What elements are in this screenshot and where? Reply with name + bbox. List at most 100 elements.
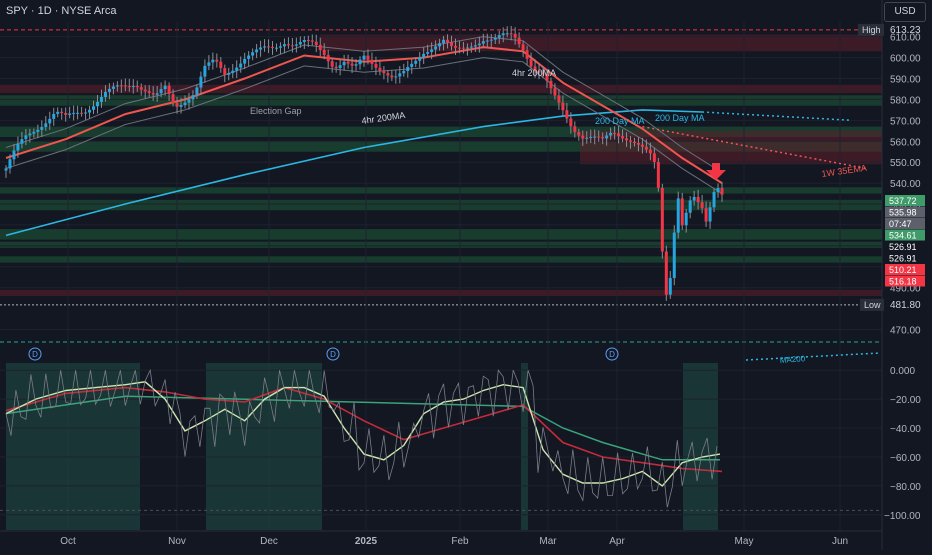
- dividend-marker-icon[interactable]: [605, 347, 619, 361]
- candle-body: [310, 40, 314, 42]
- candle-body: [625, 138, 629, 141]
- zone-green: [0, 256, 882, 263]
- zone-green: [0, 199, 882, 211]
- candle-body: [151, 93, 155, 95]
- candle-body: [127, 86, 131, 88]
- candle-body: [271, 46, 275, 48]
- candle-body: [44, 123, 48, 128]
- candle-body: [577, 132, 581, 136]
- candle-body: [259, 47, 263, 50]
- candle-body: [493, 37, 497, 40]
- candle-body: [680, 198, 684, 226]
- candle-body: [378, 67, 382, 71]
- candle-body: [414, 60, 418, 64]
- candle-body: [211, 59, 215, 63]
- candle-body: [103, 91, 107, 98]
- price-tag-box: [885, 241, 925, 252]
- candle-body: [111, 86, 115, 89]
- candle-body: [370, 59, 374, 64]
- candle-body: [406, 66, 410, 71]
- candle-body: [573, 126, 577, 133]
- candle-body: [183, 102, 187, 106]
- dividend-marker-icon[interactable]: [326, 347, 340, 361]
- election-gap-label: Election Gap: [250, 106, 302, 116]
- candle-body: [593, 136, 597, 138]
- candle-body: [48, 118, 52, 124]
- high-value: 613.23: [890, 25, 921, 36]
- candle-body: [434, 46, 438, 50]
- candle-body: [656, 162, 660, 188]
- candle-body: [171, 94, 175, 104]
- currency-button[interactable]: USD: [884, 2, 926, 22]
- candle-body: [219, 61, 223, 69]
- osc-tick: −40.00: [890, 424, 921, 435]
- zone-red: [0, 289, 882, 297]
- candle-body: [652, 153, 656, 163]
- candle-body: [227, 73, 231, 75]
- candle-body: [716, 188, 720, 192]
- candle-body: [8, 159, 12, 169]
- price-tick: 570.00: [890, 116, 921, 127]
- candle-body: [489, 39, 493, 41]
- candle-body: [509, 33, 513, 35]
- dividend-marker-label: D: [609, 350, 615, 359]
- candle-body: [199, 76, 203, 88]
- candle-body: [605, 135, 609, 139]
- candle-body: [704, 208, 708, 222]
- candle-body: [644, 146, 648, 150]
- time-tick: Mar: [539, 536, 557, 547]
- price-tag: 526.91: [889, 254, 917, 264]
- candle-body: [68, 113, 72, 115]
- candle-body: [4, 168, 8, 171]
- candle-body: [231, 70, 235, 74]
- candle-body: [549, 80, 553, 89]
- candle-body: [235, 67, 239, 71]
- candle-body: [382, 70, 386, 74]
- candle-body: [40, 127, 44, 130]
- zone-green: [0, 187, 882, 194]
- price-tag-box: [885, 252, 925, 264]
- candle-body: [163, 85, 167, 90]
- candle-body: [557, 95, 561, 103]
- price-tick: 600.00: [890, 54, 921, 65]
- candle-body: [95, 101, 99, 107]
- price-tag-box: [885, 264, 925, 275]
- candle-body: [664, 251, 668, 295]
- osc-fast-line: [5, 381, 721, 487]
- candle-body: [601, 137, 605, 139]
- time-tick: Feb: [451, 536, 469, 547]
- dividend-marker-icon[interactable]: [28, 347, 42, 361]
- candle-body: [410, 63, 414, 67]
- candle-body: [306, 39, 310, 41]
- candle-body: [529, 58, 533, 67]
- candle-body: [298, 42, 302, 45]
- candle-body: [346, 61, 350, 64]
- price-tag: 534.61: [889, 231, 917, 241]
- candle-body: [672, 232, 676, 279]
- candle-body: [636, 143, 640, 145]
- dividend-marker-label: D: [330, 350, 336, 359]
- candle-body: [700, 202, 704, 209]
- candle-body: [330, 61, 334, 67]
- high-label-box: [858, 23, 884, 36]
- candle-body: [477, 43, 481, 46]
- ma200-label-b: 200 Day MA: [655, 113, 705, 123]
- time-tick: Dec: [260, 536, 278, 547]
- osc-slow-line: [5, 386, 723, 473]
- candle-body: [12, 150, 16, 160]
- candle-body: [390, 75, 394, 78]
- candle-body: [585, 137, 589, 139]
- candle-body: [505, 33, 509, 35]
- price-tag-box: [885, 275, 925, 287]
- time-tick: Jun: [832, 536, 848, 547]
- ema-band-lower: [5, 57, 723, 195]
- candle-body: [72, 112, 76, 114]
- candle-body: [589, 136, 593, 138]
- candle-body: [362, 55, 366, 60]
- candle-body: [115, 85, 119, 87]
- candle-body: [358, 59, 362, 65]
- candle-body: [621, 136, 625, 139]
- price-tag: 535.98: [889, 208, 917, 218]
- candle-body: [282, 44, 286, 47]
